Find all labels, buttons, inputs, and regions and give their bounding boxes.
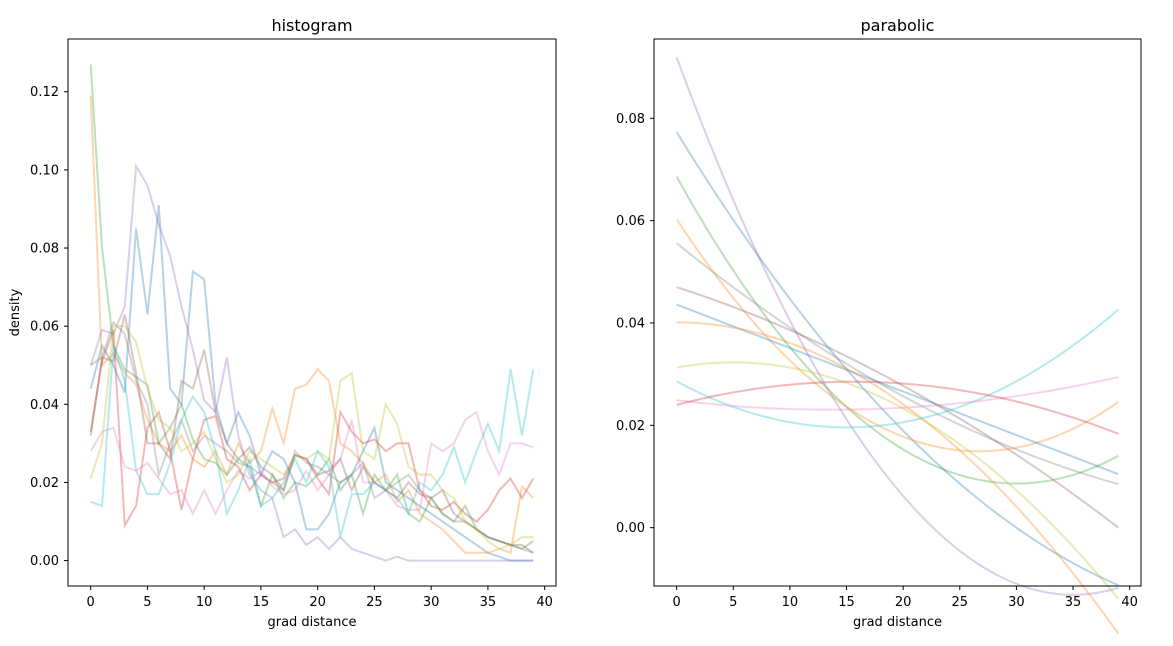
chart-title: histogram (271, 16, 352, 35)
series-line-9 (90, 345, 535, 538)
series-line-4 (89, 162, 534, 562)
x-axis-label: grad distance (853, 615, 942, 630)
series-line-8 (89, 325, 534, 550)
x-tick-label: 35 (480, 595, 497, 610)
series-line-2 (675, 176, 1119, 485)
x-tick-label: 25 (366, 595, 383, 610)
series-line-3 (675, 218, 1119, 453)
series-line-0 (89, 204, 534, 562)
x-tick-label: 10 (782, 595, 799, 610)
x-tick-label: 25 (952, 595, 969, 610)
series-line-7 (676, 321, 1120, 635)
series-line-10 (676, 376, 1119, 411)
x-tick-label: 15 (838, 595, 855, 610)
parabolic-chart: 0 5 10 15 20 25 30 35 40 0.00 0.02 0.04 0.06 0.08 para… (616, 16, 1142, 635)
y-tick-label: 0.12 (30, 85, 59, 100)
y-tick-label: 0.00 (30, 554, 59, 569)
series-line-3 (89, 329, 535, 529)
x-tick-label: 30 (1008, 595, 1025, 610)
series-line-6 (89, 410, 534, 517)
x-axis-label: grad distance (267, 615, 356, 630)
plot-frame (653, 38, 1142, 587)
x-tick-label: 20 (895, 595, 912, 610)
x-tick-label: 5 (143, 595, 151, 610)
y-tick-label: 0.04 (30, 398, 59, 413)
series-line-7 (90, 320, 534, 554)
y-tick-label: 0.02 (616, 419, 645, 434)
y-tick-label: 0.08 (616, 112, 645, 127)
x-tick-label: 15 (253, 595, 270, 610)
y-tick-label: 0.02 (30, 476, 59, 491)
x-tick-label: 40 (536, 595, 553, 610)
histogram-chart: 0 5 10 15 20 25 30 35 40 0.00 0.02 0.04 0.06 0.08 0.10… (8, 16, 557, 630)
x-tick-label: 40 (1121, 595, 1138, 610)
series-line-5 (676, 286, 1119, 529)
x-tick-label: 30 (423, 595, 440, 610)
x-tick-label: 5 (729, 595, 737, 610)
y-tick-label: 0.04 (616, 316, 645, 331)
y-axis-label: density (8, 288, 23, 336)
x-tick-label: 10 (196, 595, 213, 610)
y-tick-label: 0.00 (616, 521, 645, 536)
x-tick-label: 20 (309, 595, 326, 610)
series-line-11 (676, 380, 1119, 435)
series-line-1 (89, 95, 535, 555)
x-tick-label: 0 (87, 595, 95, 610)
y-tick-label: 0.08 (30, 242, 59, 257)
series-line-5 (89, 314, 534, 554)
y-tick-label: 0.06 (616, 214, 645, 229)
series-line-6 (676, 303, 1119, 476)
series-line-8 (676, 361, 1120, 600)
series-line-4 (676, 242, 1119, 486)
series-line-1 (675, 131, 1119, 587)
y-tick-label: 0.06 (30, 320, 59, 335)
plot-frame (67, 38, 557, 587)
series-line-2 (89, 64, 534, 550)
y-tick-label: 0.10 (30, 163, 59, 178)
series-line-9 (676, 308, 1120, 429)
x-tick-label: 0 (673, 595, 681, 610)
series-line-0 (675, 57, 1119, 596)
chart-title: parabolic (861, 16, 935, 35)
x-tick-label: 35 (1065, 595, 1082, 610)
